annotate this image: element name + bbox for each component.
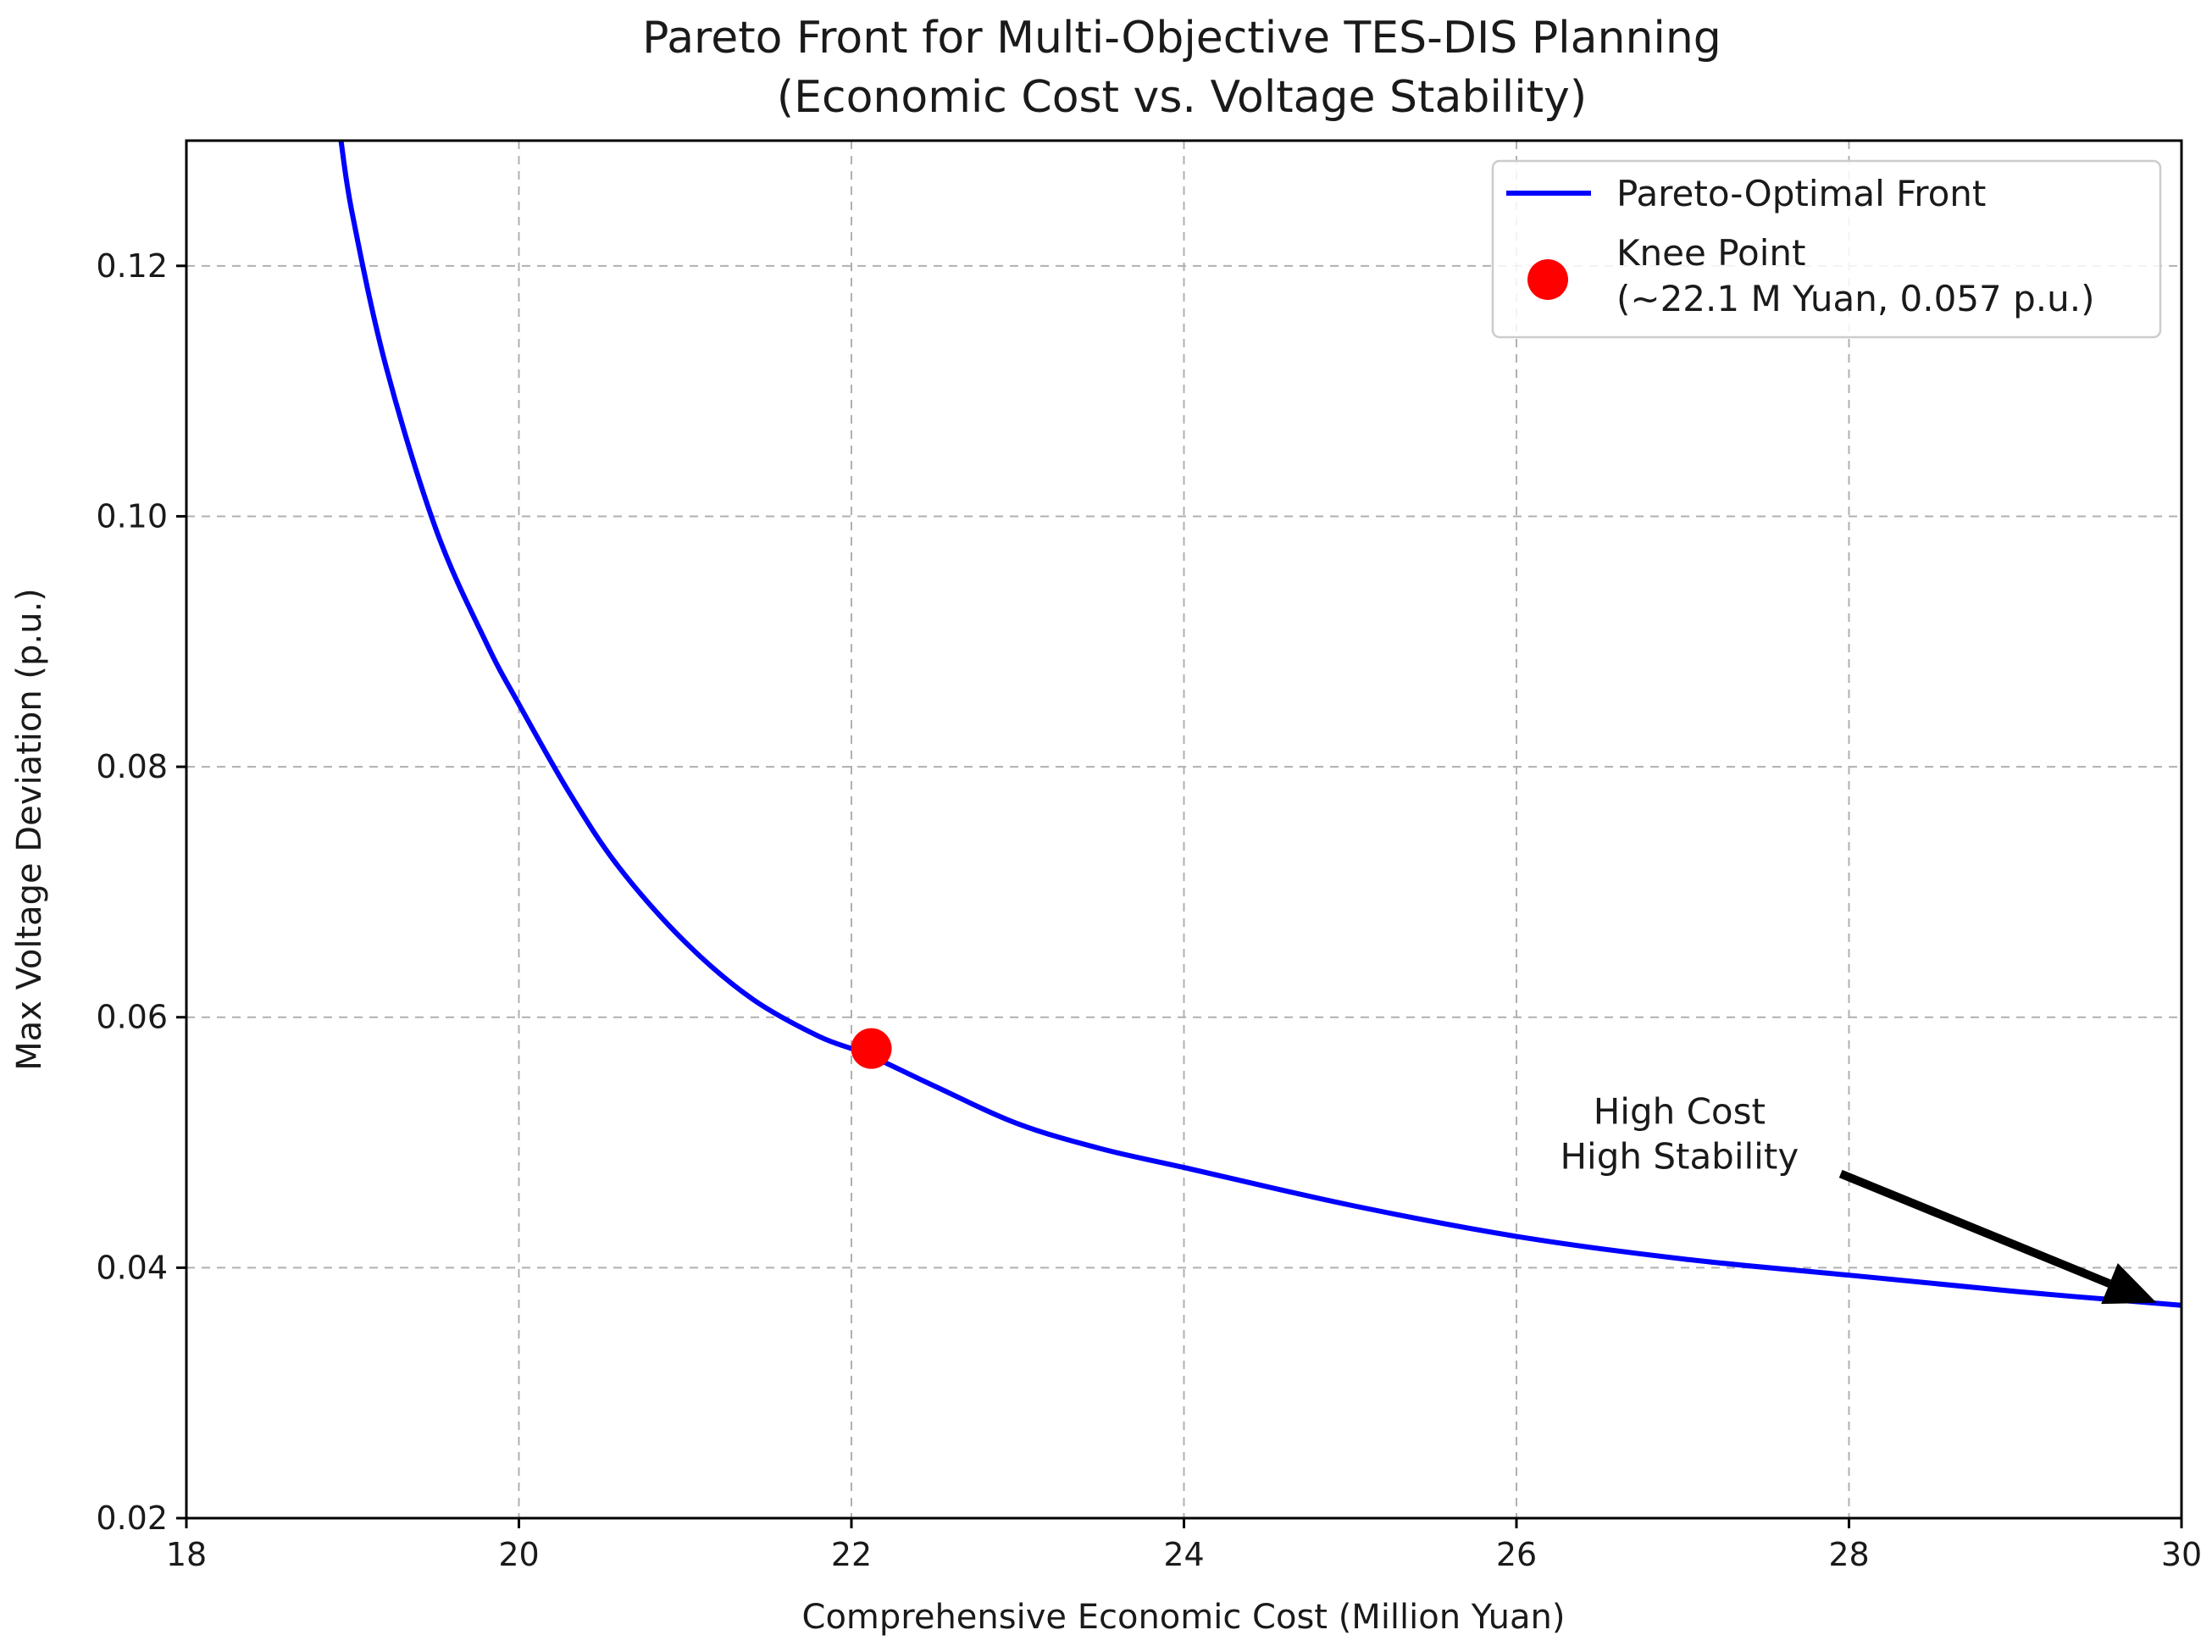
annotation-text-line: High Cost bbox=[1594, 1090, 1766, 1132]
y-tick-label: 0.02 bbox=[96, 1500, 168, 1537]
x-tick-label: 20 bbox=[498, 1536, 539, 1573]
legend-knee-swatch bbox=[1527, 259, 1568, 300]
chart-subtitle: (Economic Cost vs. Voltage Stability) bbox=[777, 72, 1587, 123]
x-tick-label: 18 bbox=[166, 1536, 207, 1573]
annotation-arrow-shaft bbox=[1838, 1169, 2111, 1288]
x-tick-label: 24 bbox=[1163, 1536, 1204, 1573]
legend-label-knee-detail: (~22.1 M Yuan, 0.057 p.u.) bbox=[1616, 278, 2095, 319]
annotation-text-line: High Stability bbox=[1560, 1135, 1799, 1177]
legend-label-pareto: Pareto-Optimal Front bbox=[1616, 173, 1986, 214]
chart-title: Pareto Front for Multi-Objective TES-DIS… bbox=[642, 13, 1721, 64]
y-tick-label: 0.08 bbox=[96, 748, 168, 785]
legend: Pareto-Optimal Front Knee Point (~22.1 M… bbox=[1491, 159, 2162, 339]
x-tick-label: 22 bbox=[831, 1536, 872, 1573]
knee-point-marker bbox=[851, 1028, 892, 1069]
x-tick-label: 26 bbox=[1496, 1536, 1537, 1573]
tick-layer: 18 20 22 24 26 28 30 0.02 0.04 0.06 0.08 0.10 0.12 bbox=[96, 247, 2202, 1573]
y-tick-label: 0.04 bbox=[96, 1249, 168, 1286]
y-tick-label: 0.06 bbox=[96, 999, 168, 1036]
legend-label-knee: Knee Point bbox=[1616, 232, 1805, 274]
y-tick-label: 0.10 bbox=[96, 497, 168, 535]
annotation-arrow-head bbox=[2101, 1263, 2157, 1305]
legend-box bbox=[1491, 159, 2162, 339]
x-axis-label: Comprehensive Economic Cost (Million Yua… bbox=[802, 1598, 1566, 1637]
y-tick-label: 0.12 bbox=[96, 247, 168, 285]
curve-layer bbox=[338, 140, 2182, 1308]
y-axis-label: Max Voltage Deviation (p.u.) bbox=[10, 588, 49, 1071]
x-tick-label: 30 bbox=[2161, 1536, 2202, 1573]
grid-layer bbox=[186, 141, 2182, 1518]
x-tick-label: 28 bbox=[1828, 1536, 1869, 1573]
